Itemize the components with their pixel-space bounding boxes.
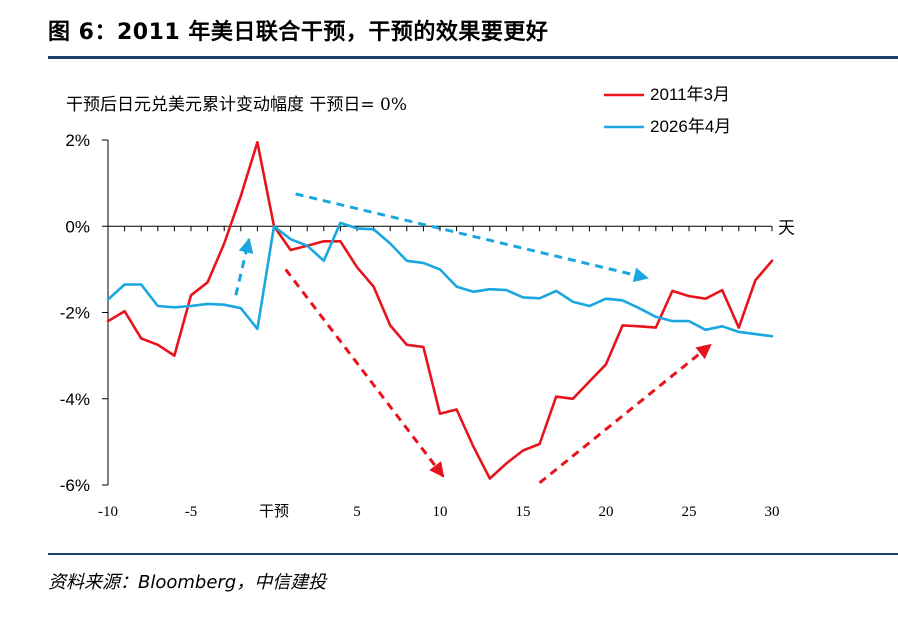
x-tick-label: 5 bbox=[353, 504, 361, 520]
legend-label: 2026年4月 bbox=[650, 117, 731, 136]
trend-arrows bbox=[234, 192, 712, 485]
y-tick-label: -2% bbox=[60, 304, 90, 323]
trend-arrow bbox=[538, 343, 712, 485]
x-tick-label: 15 bbox=[516, 504, 531, 520]
footer-divider bbox=[48, 553, 898, 555]
y-tick-label: 0% bbox=[65, 217, 90, 236]
x-unit-label: 天 bbox=[778, 218, 795, 237]
x-tick-label: -10 bbox=[98, 504, 118, 520]
x-tick-label: 30 bbox=[765, 504, 780, 520]
series-line-2 bbox=[106, 221, 774, 338]
x-tick-label: 10 bbox=[433, 504, 448, 520]
trend-arrow bbox=[234, 237, 254, 296]
legend: 2011年3月 2026年4月 bbox=[604, 85, 731, 136]
x-tick-label: 20 bbox=[599, 504, 614, 520]
legend-label: 2011年3月 bbox=[650, 85, 730, 104]
title-divider bbox=[48, 56, 898, 59]
axes: 2% 0% -2% -4% -6% -10 -5 干预 5 10 15 20 25 30 天 bbox=[60, 131, 795, 520]
trend-arrow bbox=[284, 268, 445, 478]
y-tick-label: -6% bbox=[60, 476, 90, 495]
chart-subtitle: 干预后日元兑美元累计变动幅度 干预日= 0% bbox=[66, 95, 407, 115]
series-line-1 bbox=[106, 140, 774, 480]
y-tick-label: 2% bbox=[65, 131, 90, 150]
trend-arrow bbox=[295, 192, 649, 283]
x-tick-label: 25 bbox=[682, 504, 697, 520]
figure-title: 图 6：2011 年美日联合干预，干预的效果要更好 bbox=[48, 20, 549, 45]
y-tick-label: -4% bbox=[60, 390, 90, 409]
x-tick-label: 干预 bbox=[259, 503, 289, 520]
x-tick-label: -5 bbox=[185, 504, 198, 520]
source-note: 资料来源：Bloomberg，中信建投 bbox=[48, 572, 327, 593]
series-lines bbox=[106, 140, 774, 480]
